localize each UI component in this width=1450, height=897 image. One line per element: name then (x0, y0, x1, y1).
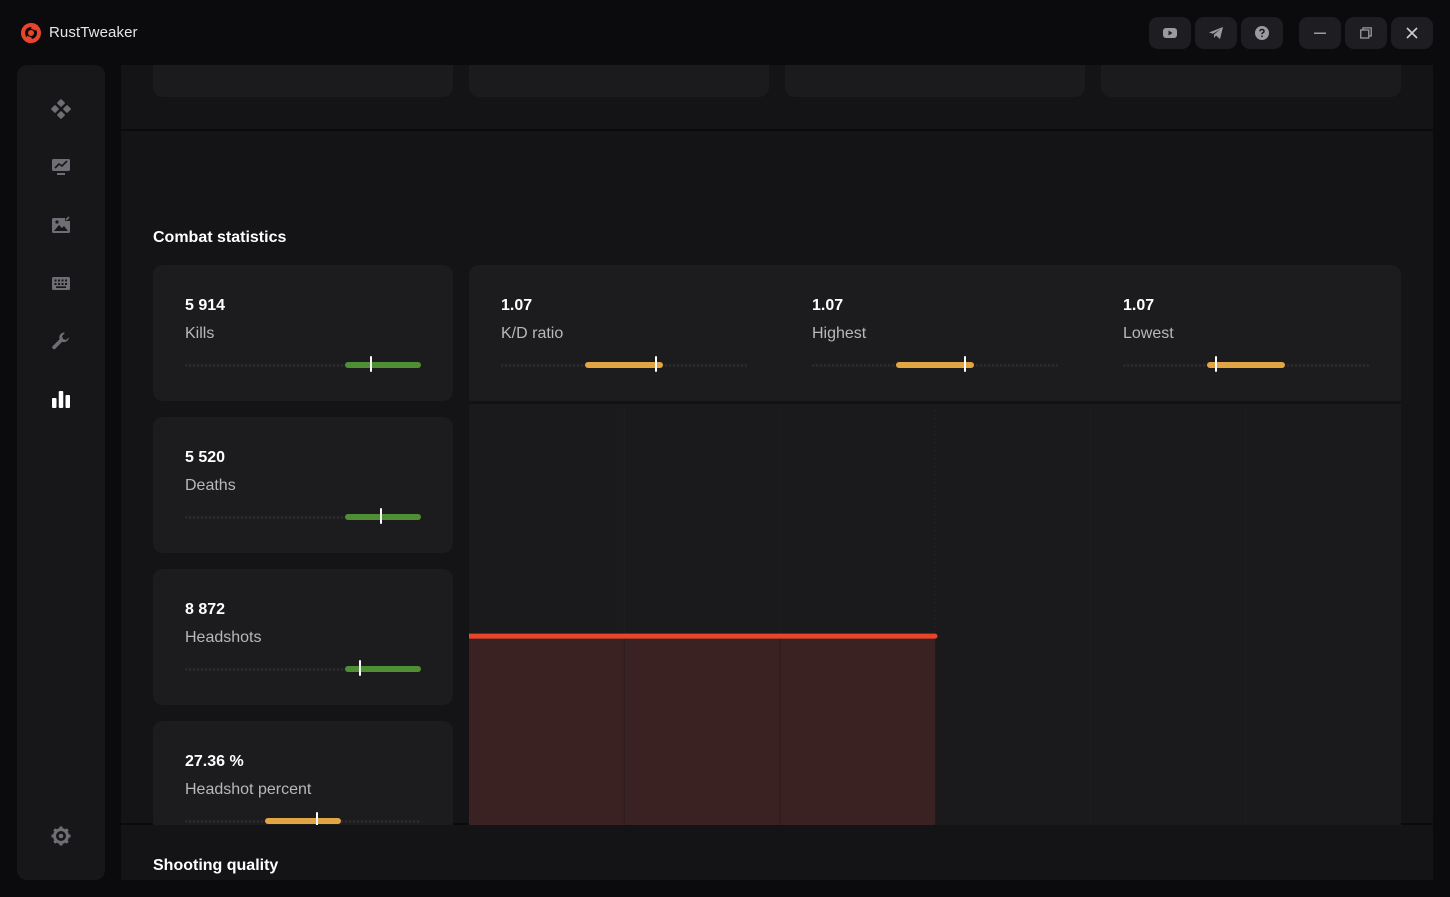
bar-track (185, 516, 421, 519)
stat-card-deaths: 5 520 Deaths (153, 417, 453, 553)
stat-label: Headshots (185, 629, 262, 646)
sidebar (17, 65, 105, 880)
summary-card (153, 65, 453, 97)
chart-area (469, 636, 935, 856)
stat-value: 1.07 (1123, 297, 1155, 314)
chart-point[interactable] (777, 633, 783, 639)
sidebar-item-keyboard[interactable] (46, 268, 76, 298)
bar-fill (895, 362, 975, 368)
kd-divider (469, 401, 1401, 404)
stat-label: Kills (185, 325, 215, 342)
bar-marker (1215, 356, 1218, 372)
stat-value: 5 520 (185, 449, 226, 466)
bar-fill (584, 362, 664, 368)
gear-icon (51, 826, 71, 846)
minimize-icon (1314, 32, 1326, 34)
stat-value: 1.07 (812, 297, 844, 314)
stat-bar (185, 508, 421, 524)
stat-bar (185, 356, 421, 372)
kd-ratio: 1.07 K/D ratio (469, 265, 749, 401)
bar-fill (1206, 362, 1286, 368)
kd-card: 1.07 K/D ratio 1.07 Highest 1.07 Lowest (469, 265, 1401, 856)
restore-button[interactable] (1345, 17, 1387, 49)
bar-fill (345, 362, 421, 368)
stat-label: Highest (812, 325, 867, 342)
kd-chart[interactable] (469, 404, 1401, 856)
sidebar-item-graphics[interactable] (46, 210, 76, 240)
stat-label: Headshot percent (185, 781, 312, 798)
main-content[interactable]: Combat statistics 5 914 Kills 5 520 Deat… (121, 65, 1433, 880)
sidebar-item-games[interactable] (46, 94, 76, 124)
telegram-icon (1209, 27, 1223, 39)
stat-bar (501, 356, 747, 372)
summary-card (469, 65, 769, 97)
stat-card-headshots: 8 872 Headshots (153, 569, 453, 705)
monitor-chart-icon (52, 159, 70, 175)
sidebar-item-statistics[interactable] (46, 384, 76, 414)
stat-bar (812, 356, 1058, 372)
section-title: Shooting quality (153, 857, 279, 874)
stat-label: Deaths (185, 477, 236, 494)
shooting-quality-panel: Shooting quality (121, 825, 1433, 880)
stat-bar (185, 812, 421, 828)
summary-card (1101, 65, 1401, 97)
stat-value: 27.36 % (185, 753, 244, 770)
stat-card-kills: 5 914 Kills (153, 265, 453, 401)
bar-marker (316, 812, 319, 828)
youtube-button[interactable] (1149, 17, 1191, 49)
keyboard-icon (52, 277, 70, 290)
bar-marker (654, 356, 657, 372)
sidebar-item-monitor[interactable] (46, 152, 76, 182)
bar-chart-icon (52, 391, 70, 408)
stat-value: 1.07 (501, 297, 533, 314)
image-edit-icon (52, 216, 70, 233)
chart-point[interactable] (932, 633, 938, 639)
gamepad-icon (51, 99, 71, 119)
stat-value: 5 914 (185, 297, 226, 314)
bar-fill (265, 818, 341, 824)
app-title: RustTweaker (49, 24, 138, 41)
help-icon (1255, 26, 1269, 40)
bar-fill (345, 666, 421, 672)
close-button[interactable] (1391, 17, 1433, 49)
sidebar-item-settings[interactable] (46, 821, 76, 851)
bar-marker (379, 508, 382, 524)
minimize-button[interactable] (1299, 17, 1341, 49)
bar-marker (358, 660, 361, 676)
chart-point[interactable] (621, 633, 627, 639)
sidebar-item-tools[interactable] (46, 326, 76, 356)
bar-fill (345, 514, 421, 520)
wrench-icon (52, 332, 69, 350)
stat-value: 8 872 (185, 601, 226, 618)
close-icon (1406, 27, 1418, 39)
stat-label: K/D ratio (501, 325, 564, 342)
bar-track (185, 668, 421, 671)
combat-statistics-panel: Combat statistics 5 914 Kills 5 520 Deat… (121, 131, 1433, 857)
kd-header: 1.07 K/D ratio 1.07 Highest 1.07 Lowest (469, 265, 1401, 401)
stat-bar (1123, 356, 1369, 372)
telegram-button[interactable] (1195, 17, 1237, 49)
youtube-icon (1163, 28, 1177, 38)
help-button[interactable] (1241, 17, 1283, 49)
kd-highest: 1.07 Highest (780, 265, 1060, 401)
app-logo-icon (21, 23, 41, 44)
summary-card (785, 65, 1085, 97)
title-bar: RustTweaker (0, 0, 1450, 64)
summary-panel (121, 65, 1433, 129)
kd-lowest: 1.07 Lowest (1091, 265, 1371, 401)
bar-marker (963, 356, 966, 372)
stat-bar (185, 660, 421, 676)
section-title: Combat statistics (153, 229, 287, 246)
restore-icon (1360, 27, 1372, 39)
stat-label: Lowest (1123, 325, 1174, 342)
bar-marker (370, 356, 373, 372)
chart-point[interactable] (469, 633, 472, 639)
bar-track (185, 364, 421, 367)
